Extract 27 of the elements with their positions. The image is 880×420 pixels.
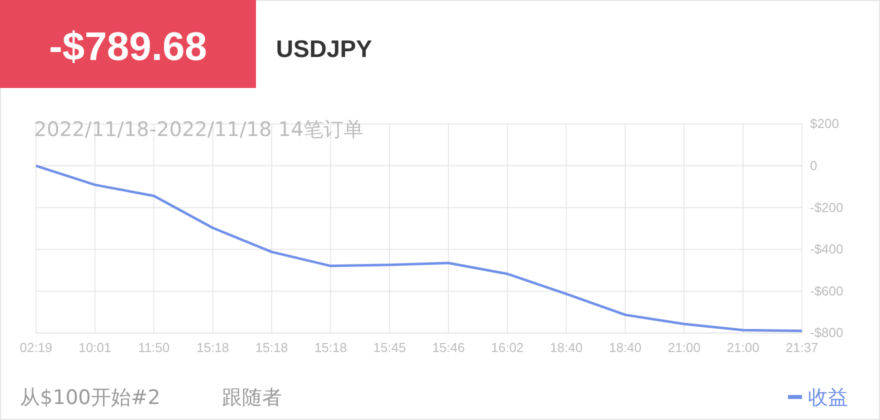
annotation: 2022/11/18-2022/11/18 14笔订单 xyxy=(34,117,364,141)
x-tick-label: 15:46 xyxy=(432,340,465,356)
x-tick-label: 02:19 xyxy=(20,340,52,356)
x-tick-label: 18:40 xyxy=(608,340,642,356)
legend-label: 收益 xyxy=(808,385,848,409)
x-tick-label: 15:45 xyxy=(373,340,406,356)
x-tick-label: 16:02 xyxy=(491,340,524,356)
y-tick-label: -$400 xyxy=(810,242,844,257)
x-tick-label: 21:00 xyxy=(668,340,700,356)
y-tick-label: -$800 xyxy=(810,325,844,340)
x-tick-label: 11:50 xyxy=(138,340,170,356)
line-series xyxy=(34,164,804,332)
chart-subtitle: USDJPY xyxy=(276,36,372,63)
x-tick-label: 15:18 xyxy=(255,340,288,356)
chart-title: -$789.68 xyxy=(49,25,207,69)
y-tick-label: $200 xyxy=(810,116,839,132)
x-tick-label: 18:40 xyxy=(550,340,583,356)
x-tick-label: 15:18 xyxy=(196,340,230,356)
y-tick-label: -$200 xyxy=(810,200,844,215)
x-tick-label: 10:01 xyxy=(78,340,112,356)
y-tick-label: -$600 xyxy=(810,283,844,298)
text: 跟随者 xyxy=(222,385,282,409)
text: 从$100开始#2 xyxy=(20,385,160,409)
x-tick-label: 21:37 xyxy=(786,340,818,356)
x-tick-label: 21:00 xyxy=(726,340,760,356)
x-tick-label: 15:18 xyxy=(314,340,347,356)
y-tick-label: 0 xyxy=(810,158,818,173)
